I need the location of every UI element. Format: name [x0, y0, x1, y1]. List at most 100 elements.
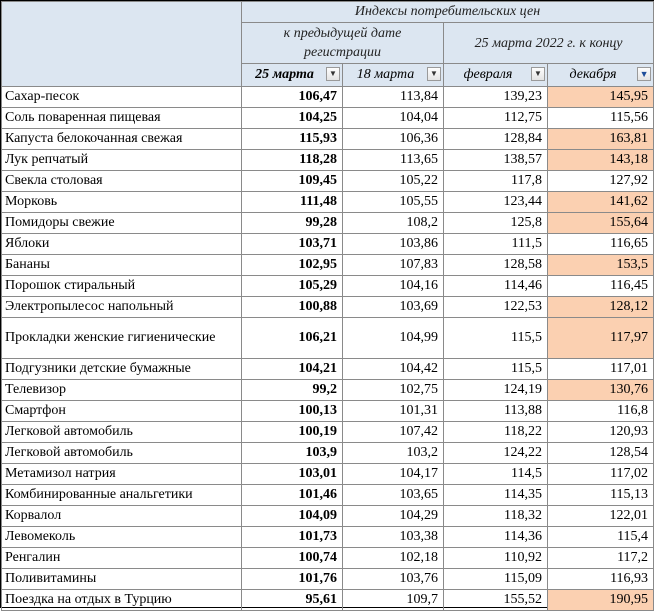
- product-name-cell[interactable]: Телевизор: [1, 379, 242, 401]
- index-value-cell[interactable]: 114,46: [443, 275, 548, 297]
- index-value-cell[interactable]: 103,65: [342, 484, 444, 506]
- index-value-cell[interactable]: 118,32: [443, 505, 548, 527]
- index-value-cell[interactable]: 101,31: [342, 400, 444, 422]
- index-value-cell[interactable]: 113,65: [342, 149, 444, 171]
- index-value-cell[interactable]: 107,42: [342, 421, 444, 443]
- column-header-25-march[interactable]: 25 марта ▼: [241, 63, 343, 87]
- index-value-cell[interactable]: 124,19: [443, 379, 548, 401]
- product-name-cell[interactable]: Легковой автомобиль: [1, 421, 242, 443]
- index-value-cell[interactable]: 130,76: [546, 379, 654, 401]
- index-value-cell[interactable]: 117,01: [546, 358, 654, 380]
- index-value-cell[interactable]: 117,02: [546, 463, 654, 485]
- index-value-cell[interactable]: 127,92: [546, 170, 654, 192]
- index-value-cell[interactable]: 99,2: [241, 379, 343, 401]
- product-name-cell[interactable]: Поездка на отдых в Турцию: [1, 589, 242, 611]
- index-value-cell[interactable]: 128,54: [546, 442, 654, 464]
- index-value-cell[interactable]: 155,52: [443, 589, 548, 611]
- index-value-cell[interactable]: 104,29: [342, 505, 444, 527]
- product-name-cell[interactable]: Соль поваренная пищевая: [1, 107, 242, 129]
- column-header-december[interactable]: декабря ▼: [546, 63, 654, 87]
- table-title[interactable]: Индексы потребительских цен: [240, 1, 654, 23]
- index-value-cell[interactable]: 116,93: [546, 568, 654, 590]
- index-value-cell[interactable]: 115,4: [546, 526, 654, 548]
- index-value-cell[interactable]: 104,17: [342, 463, 444, 485]
- group-header-previous-date[interactable]: к предыдущей дате регистрации: [241, 22, 444, 64]
- index-value-cell[interactable]: 145,95: [546, 86, 654, 108]
- index-value-cell[interactable]: 101,46: [241, 484, 343, 506]
- index-value-cell[interactable]: 104,42: [342, 358, 444, 380]
- index-value-cell[interactable]: 104,99: [342, 317, 444, 359]
- index-value-cell[interactable]: 125,8: [443, 212, 548, 234]
- index-value-cell[interactable]: 113,88: [443, 400, 548, 422]
- index-value-cell[interactable]: 99,28: [241, 212, 343, 234]
- index-value-cell[interactable]: 117,97: [546, 317, 654, 359]
- index-value-cell[interactable]: 102,18: [342, 547, 444, 569]
- index-value-cell[interactable]: 190,95: [546, 589, 654, 611]
- product-name-cell[interactable]: Электропылесос напольный: [1, 296, 242, 318]
- index-value-cell[interactable]: 116,8: [546, 400, 654, 422]
- index-value-cell[interactable]: 104,21: [241, 358, 343, 380]
- product-name-cell[interactable]: Свекла столовая: [1, 170, 242, 192]
- index-value-cell[interactable]: 116,45: [546, 275, 654, 297]
- index-value-cell[interactable]: 101,76: [241, 568, 343, 590]
- index-value-cell[interactable]: 102,75: [342, 379, 444, 401]
- index-value-cell[interactable]: 112,75: [443, 107, 548, 129]
- index-value-cell[interactable]: 104,25: [241, 107, 343, 129]
- index-value-cell[interactable]: 103,01: [241, 463, 343, 485]
- index-value-cell[interactable]: 103,9: [241, 442, 343, 464]
- product-name-cell[interactable]: Капуста белокочанная свежая: [1, 128, 242, 150]
- index-value-cell[interactable]: 103,2: [342, 442, 444, 464]
- index-value-cell[interactable]: 104,04: [342, 107, 444, 129]
- index-value-cell[interactable]: 105,29: [241, 275, 343, 297]
- index-value-cell[interactable]: 163,81: [546, 128, 654, 150]
- index-value-cell[interactable]: 103,38: [342, 526, 444, 548]
- index-value-cell[interactable]: 103,76: [342, 568, 444, 590]
- product-name-cell[interactable]: Подгузники детские бумажные: [1, 358, 242, 380]
- index-value-cell[interactable]: 104,16: [342, 275, 444, 297]
- product-name-cell[interactable]: Левомеколь: [1, 526, 242, 548]
- index-value-cell[interactable]: 116,65: [546, 233, 654, 255]
- index-value-cell[interactable]: 115,5: [443, 358, 548, 380]
- index-value-cell[interactable]: 120,93: [546, 421, 654, 443]
- index-value-cell[interactable]: 138,57: [443, 149, 548, 171]
- index-value-cell[interactable]: 128,12: [546, 296, 654, 318]
- product-name-cell[interactable]: Ренгалин: [1, 547, 242, 569]
- product-name-cell[interactable]: Корвалол: [1, 505, 242, 527]
- product-name-cell[interactable]: Смартфон: [1, 400, 242, 422]
- index-value-cell[interactable]: 114,5: [443, 463, 548, 485]
- filter-active-icon[interactable]: ▼: [637, 67, 652, 81]
- index-value-cell[interactable]: 100,19: [241, 421, 343, 443]
- index-value-cell[interactable]: 128,84: [443, 128, 548, 150]
- index-value-cell[interactable]: 143,18: [546, 149, 654, 171]
- index-value-cell[interactable]: 122,01: [546, 505, 654, 527]
- index-value-cell[interactable]: 105,55: [342, 191, 444, 213]
- index-value-cell[interactable]: 114,36: [443, 526, 548, 548]
- index-value-cell[interactable]: 118,28: [241, 149, 343, 171]
- product-name-cell[interactable]: Лук репчатый: [1, 149, 242, 171]
- index-value-cell[interactable]: 107,83: [342, 254, 444, 276]
- product-name-cell[interactable]: Яблоки: [1, 233, 242, 255]
- index-value-cell[interactable]: 103,71: [241, 233, 343, 255]
- group-header-reference-date[interactable]: 25 марта 2022 г. к концу: [442, 22, 654, 64]
- index-value-cell[interactable]: 106,36: [342, 128, 444, 150]
- index-value-cell[interactable]: 115,56: [546, 107, 654, 129]
- index-value-cell[interactable]: 117,2: [546, 547, 654, 569]
- index-value-cell[interactable]: 114,35: [443, 484, 548, 506]
- index-value-cell[interactable]: 106,47: [241, 86, 343, 108]
- index-value-cell[interactable]: 103,86: [342, 233, 444, 255]
- index-value-cell[interactable]: 95,61: [241, 589, 343, 611]
- index-value-cell[interactable]: 123,44: [443, 191, 548, 213]
- index-value-cell[interactable]: 105,22: [342, 170, 444, 192]
- index-value-cell[interactable]: 153,5: [546, 254, 654, 276]
- index-value-cell[interactable]: 100,88: [241, 296, 343, 318]
- filter-dropdown-icon[interactable]: ▼: [427, 67, 441, 81]
- index-value-cell[interactable]: 139,23: [443, 86, 548, 108]
- index-value-cell[interactable]: 113,84: [342, 86, 444, 108]
- index-value-cell[interactable]: 104,09: [241, 505, 343, 527]
- index-value-cell[interactable]: 111,48: [241, 191, 343, 213]
- product-name-cell[interactable]: Морковь: [1, 191, 242, 213]
- index-value-cell[interactable]: 109,45: [241, 170, 343, 192]
- index-value-cell[interactable]: 124,22: [443, 442, 548, 464]
- index-value-cell[interactable]: 110,92: [443, 547, 548, 569]
- index-value-cell[interactable]: 100,13: [241, 400, 343, 422]
